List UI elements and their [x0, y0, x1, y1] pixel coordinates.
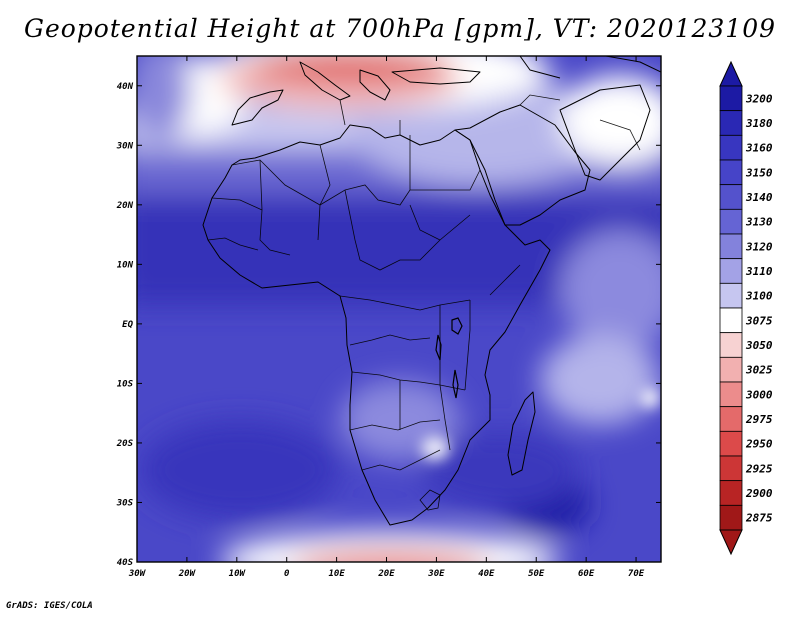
lon-tick-label: 0 [284, 569, 290, 579]
colorbar-label: 3050 [745, 339, 773, 352]
colorbar-swatch [719, 430, 743, 457]
colorbar-swatch [719, 184, 743, 210]
map-title: Geopotential Height at 700hPa [gpm], VT:… [23, 14, 777, 43]
axis-ticks: 30W 20W 10W 0 10E 20E 30E 40E 50E 60E 70E 40N 30N 20N… [116, 56, 661, 579]
colorbar-label: 2875 [745, 512, 773, 525]
lakes [435, 317, 463, 399]
lon-tick-label: 40E [478, 569, 495, 579]
lon-tick-label: 20E [377, 569, 395, 579]
colorbar-label: 3150 [745, 166, 773, 179]
colorbar-swatch [719, 282, 743, 309]
colorbar-swatch [719, 307, 743, 334]
lat-tick-label: 20S [116, 439, 134, 449]
lon-tick-label: 70E [628, 569, 645, 579]
coastlines [202, 56, 661, 526]
lon-tick-label: 20W [178, 569, 197, 579]
lon-tick-label: 30E [427, 569, 445, 579]
colorbar-arrow-top [719, 60, 743, 87]
map-frame [136, 55, 662, 563]
colorbar: 3200 3180 3160 3150 3140 3130 3120 3110 3100 3075… [719, 60, 773, 556]
colorbar-swatch [719, 110, 743, 136]
colorbar-label: 2950 [745, 438, 773, 451]
colorbar-swatch [719, 233, 743, 260]
geopotential-field [137, 56, 661, 562]
colorbar-label: 3140 [745, 191, 773, 204]
colorbar-label: 3110 [745, 265, 773, 278]
colorbar-swatch [719, 504, 743, 531]
lon-tick-label: 30W [128, 569, 147, 579]
lon-tick-label: 10W [229, 569, 247, 579]
colorbar-arrow-bottom [719, 529, 743, 556]
colorbar-label: 3075 [745, 314, 773, 327]
lat-tick-label: 10N [117, 260, 134, 270]
colorbar-swatch [719, 406, 743, 432]
lat-tick-label: 10S [117, 379, 134, 389]
colorbar-label: 3130 [745, 216, 773, 229]
colorbar-swatch [719, 381, 743, 408]
colorbar-swatch [719, 208, 743, 235]
colorbar-swatch [719, 332, 743, 358]
colorbar-swatch [719, 85, 743, 112]
colorbar-swatch [719, 134, 743, 161]
lat-tick-label: 20N [116, 201, 134, 211]
lon-tick-label: 60E [578, 569, 595, 579]
colorbar-swatch [719, 258, 743, 284]
colorbar-label: 2975 [745, 413, 773, 426]
colorbar-label: 3200 [745, 92, 773, 105]
lon-tick-label: 10E [328, 569, 345, 579]
colorbar-label: 3120 [745, 240, 773, 253]
colorbar-swatch [719, 356, 743, 383]
lat-tick-label: EQ [122, 320, 133, 330]
colorbar-label: 2900 [745, 487, 773, 500]
colorbar-label: 3100 [745, 290, 773, 303]
lat-tick-label: 40N [117, 82, 134, 92]
colorbar-label: 3180 [745, 117, 773, 130]
lat-tick-label: 30N [116, 141, 134, 151]
lat-tick-label: 30S [116, 498, 134, 508]
colorbar-swatch [719, 480, 743, 506]
colorbar-label: 3025 [745, 364, 773, 377]
lon-tick-label: 50E [528, 569, 545, 579]
lat-tick-label: 40S [117, 558, 134, 568]
grads-credit: GrADS: IGES/COLA [6, 601, 93, 611]
colorbar-label: 3000 [745, 388, 773, 401]
colorbar-swatch [719, 159, 743, 186]
colorbar-label: 3160 [745, 142, 773, 155]
colorbar-swatch [719, 455, 743, 482]
colorbar-label: 2925 [745, 462, 773, 475]
borders [207, 94, 641, 511]
